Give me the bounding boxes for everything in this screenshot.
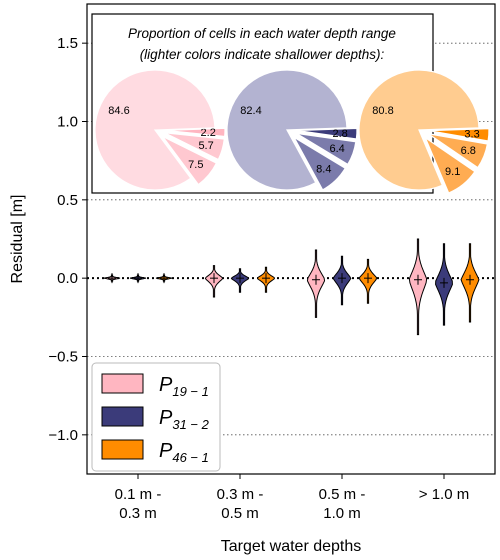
x-tick-label: 1.0 m (323, 505, 361, 522)
pie-slice (427, 133, 489, 169)
pie-slice (296, 127, 358, 140)
y-tick-label: 1.5 (57, 35, 78, 52)
pie-label: 2.8 (332, 128, 347, 140)
legend-label-subscript: 46 − 1 (172, 450, 209, 465)
legend-label-main: P (159, 440, 173, 462)
pie-label: 9.1 (445, 166, 460, 178)
inset-title: Proportion of cells in each water depth … (128, 26, 396, 41)
pie-label: 82.4 (240, 105, 261, 117)
pie-slice (162, 135, 218, 186)
pie-slice (94, 69, 216, 191)
inset-subtitle: (lighter colors indicate shallower depth… (140, 47, 385, 62)
y-tick-label: 0.5 (57, 192, 78, 209)
pie-label: 3.3 (464, 129, 479, 141)
pie-label: 2.2 (201, 127, 216, 139)
pie-label: 80.8 (372, 105, 393, 117)
y-tick-label: 1.0 (57, 114, 78, 131)
y-ticks: 1.5 1.0 0.5 0.0 −0.5 −1.0 (48, 35, 87, 444)
y-axis-label: Residual [m] (9, 195, 26, 284)
legend-swatch (101, 439, 144, 460)
legend-label-main: P (159, 407, 173, 429)
x-tick-label: 0.3 m (119, 505, 157, 522)
x-tick-label: > 1.0 m (419, 486, 469, 503)
y-tick-label: 0.0 (57, 270, 78, 287)
y-tick-label: −0.5 (48, 349, 78, 366)
pie-label: 84.6 (108, 105, 129, 117)
pie-label: 8.4 (316, 163, 331, 175)
violin (408, 238, 428, 336)
violins (103, 238, 480, 336)
pie-slice (423, 136, 476, 194)
x-tick-label: 0.5 m - (319, 486, 366, 503)
x-tick-label: 0.5 m (221, 505, 259, 522)
pie-slice (164, 127, 226, 138)
legend-label-main: P (159, 374, 173, 396)
y-tick-label: −1.0 (48, 427, 78, 444)
x-tick-label: 0.3 m - (217, 486, 264, 503)
pie-label: 6.8 (461, 145, 476, 157)
pie-label: 5.7 (198, 140, 213, 152)
inset-pie-box: Proportion of cells in each water depth … (91, 13, 490, 194)
legend-label: P19 − 1 (159, 374, 209, 399)
legend-swatch (101, 406, 144, 427)
plot-frame (86, 3, 496, 475)
legend-label-subscript: 19 − 1 (172, 384, 209, 399)
legend-label-subscript: 31 − 2 (172, 417, 209, 432)
pie-slice (292, 135, 347, 191)
pie-slice (164, 132, 225, 161)
legend-label: P46 − 1 (159, 440, 209, 465)
x-ticks: 0.1 m - 0.3 m 0.3 m - 0.5 m 0.5 m - 1.0 m > 1.… (115, 474, 469, 522)
pie-label: 7.5 (188, 159, 203, 171)
pie-slice (296, 132, 357, 166)
pie-label: 6.4 (329, 143, 344, 155)
pie-slice (428, 127, 490, 142)
legend-swatch (101, 373, 144, 394)
pie-slice (358, 69, 480, 191)
x-axis-label: Target water depths (221, 538, 362, 555)
x-tick-label: 0.1 m - (115, 486, 162, 503)
pie-slice (226, 69, 348, 191)
legend-label: P31 − 2 (159, 407, 210, 432)
